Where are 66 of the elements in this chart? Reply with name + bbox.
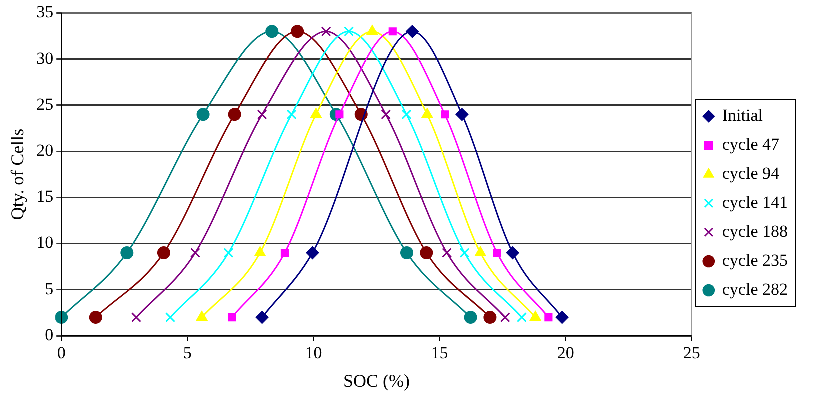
x-axis-title: SOC (%): [343, 370, 410, 391]
point: [366, 25, 378, 36]
point: [442, 248, 452, 258]
point: [484, 311, 497, 324]
point: [89, 311, 102, 324]
y-tick-label: 15: [36, 187, 54, 206]
x-tick-label: 0: [57, 344, 66, 363]
legend-label: cycle 94: [722, 164, 780, 183]
point: [530, 311, 542, 322]
point: [544, 314, 553, 322]
point: [493, 248, 502, 258]
point: [310, 108, 322, 118]
point: [196, 311, 208, 322]
y-tick-label: 5: [45, 279, 54, 298]
x-tick-label: 15: [431, 344, 448, 363]
point: [500, 312, 510, 323]
point: [506, 246, 520, 260]
point: [286, 110, 297, 120]
legend-label: cycle 235: [722, 250, 788, 270]
point: [257, 110, 268, 120]
point: [388, 28, 397, 36]
legend-label: cycle 141: [722, 192, 788, 212]
point: [406, 25, 420, 38]
point: [441, 110, 450, 119]
point: [228, 314, 236, 322]
point: [120, 246, 134, 260]
point: [381, 110, 392, 120]
legend-label: cycle 282: [722, 280, 788, 299]
point: [157, 246, 170, 260]
point: [196, 108, 210, 122]
point: [556, 311, 569, 324]
x-tick-label: 20: [557, 344, 574, 363]
x-tick-label: 5: [183, 344, 192, 363]
point: [422, 108, 434, 118]
point: [402, 110, 412, 120]
point: [456, 108, 469, 122]
legend-label: cycle 47: [722, 134, 780, 154]
legend-label: Initial: [722, 106, 764, 125]
point: [344, 26, 354, 37]
x-tick-label: 25: [683, 344, 700, 363]
point: [420, 246, 434, 260]
y-tick-label: 30: [36, 48, 54, 68]
point: [280, 248, 290, 258]
point: [224, 248, 234, 258]
y-tick-label: 25: [36, 94, 54, 114]
point: [56, 311, 68, 324]
point: [266, 25, 279, 38]
point: [400, 246, 414, 260]
y-tick-label: 0: [45, 325, 54, 344]
y-tick-label: 20: [36, 141, 54, 160]
y-axis-title: Qty. of Cells: [8, 128, 28, 220]
y-tick-label: 35: [36, 2, 54, 22]
point: [460, 248, 470, 258]
point: [464, 311, 478, 324]
point: [131, 312, 142, 323]
point: [321, 26, 332, 37]
point: [256, 311, 269, 324]
point: [516, 312, 527, 323]
point: [306, 246, 320, 260]
y-tick-label: 10: [36, 233, 54, 252]
x-tick-label: 10: [305, 344, 322, 363]
point: [291, 25, 304, 38]
legend-label: cycle 188: [722, 222, 788, 241]
point: [190, 248, 200, 258]
point: [166, 312, 176, 323]
point: [228, 108, 242, 122]
